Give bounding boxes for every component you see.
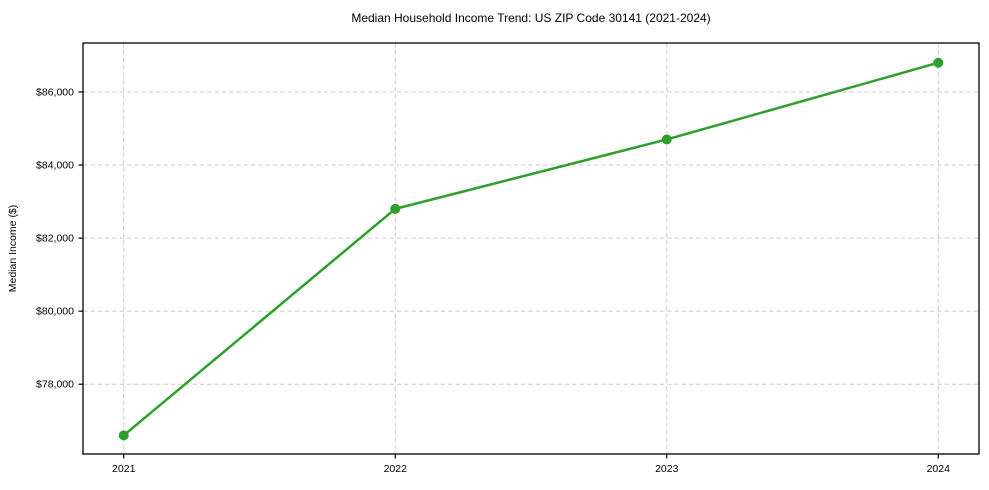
chart-title: Median Household Income Trend: US ZIP Co…	[351, 11, 710, 25]
x-tick-label: 2021	[112, 463, 136, 475]
tick-labels-layer: 2021 2022 2023 2024 $78,000 $80,000 $82,000 $84…	[36, 86, 950, 475]
grid-layer	[83, 43, 979, 454]
series-line	[122, 61, 940, 437]
y-tick-label: $84,000	[36, 160, 74, 172]
x-tick-label: 2023	[655, 463, 679, 475]
y-tick-label: $80,000	[36, 306, 74, 318]
series-layer	[118, 57, 944, 441]
data-point-marker	[933, 57, 944, 68]
plot-border	[82, 42, 980, 455]
data-point-marker	[661, 134, 672, 145]
data-point-marker	[118, 430, 129, 441]
axes-layer	[78, 42, 980, 459]
y-axis-label: Median Income ($)	[7, 205, 19, 293]
y-tick-label: $82,000	[36, 233, 74, 245]
y-tick-label: $86,000	[36, 86, 74, 98]
x-tick-label: 2024	[927, 463, 951, 475]
x-tick-label: 2022	[384, 463, 408, 475]
data-point-marker	[390, 203, 401, 214]
y-tick-label: $78,000	[36, 379, 74, 391]
